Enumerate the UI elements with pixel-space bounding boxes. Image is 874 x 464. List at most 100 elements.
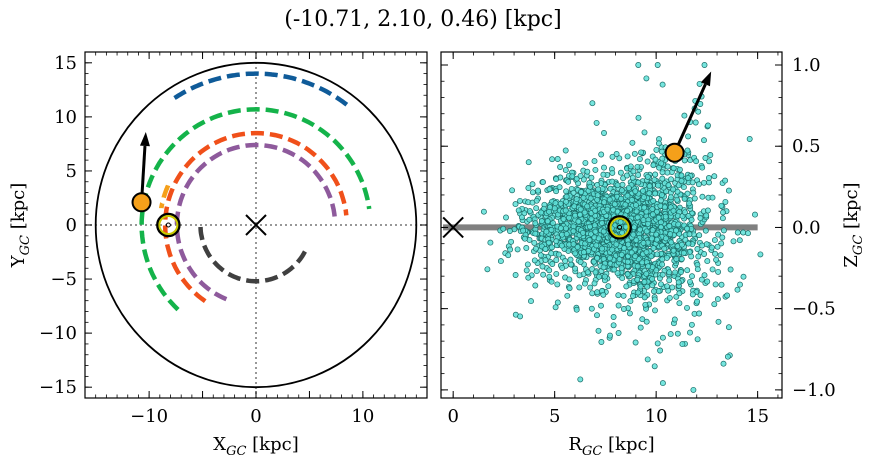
right-axes-xticklabel: 5 — [549, 406, 560, 427]
scatter-point — [617, 219, 624, 226]
left-ylabel-sub: GC — [18, 235, 33, 255]
scatter-point — [633, 237, 640, 244]
scatter-point — [715, 231, 722, 238]
right-xlabel: RGC [kpc] — [568, 434, 654, 459]
scatter-point — [663, 254, 670, 261]
scatter-point — [524, 261, 531, 268]
scatter-point — [727, 266, 734, 273]
scatter-point — [717, 252, 724, 259]
scatter-points — [443, 62, 764, 393]
scatter-point — [546, 267, 553, 274]
scatter-point — [606, 196, 613, 203]
left-xlabel-sub: GC — [226, 444, 246, 459]
scatter-point — [696, 310, 703, 317]
scatter-point — [653, 236, 660, 243]
scatter-point — [670, 207, 677, 214]
right-ylabel: ZGC [kpc] — [841, 182, 866, 267]
scatter-point — [573, 306, 580, 313]
scatter-point — [563, 198, 570, 205]
scatter-point — [640, 240, 647, 246]
scatter-point — [620, 292, 627, 299]
scatter-point — [664, 169, 671, 176]
scatter-point — [674, 196, 681, 203]
scatter-point — [595, 235, 602, 242]
scatter-point — [654, 251, 661, 258]
scatter-point — [638, 149, 644, 156]
scatter-point — [740, 273, 747, 280]
scatter-point — [639, 316, 646, 323]
scatter-point — [616, 155, 623, 162]
scatter-point — [611, 201, 618, 208]
scatter-point — [533, 268, 540, 275]
scatter-point — [678, 269, 684, 275]
scatter-point — [657, 347, 664, 354]
scatter-point — [648, 253, 655, 260]
scatter-point — [668, 176, 674, 183]
scatter-point — [658, 148, 665, 155]
scatter-point — [701, 179, 707, 186]
scatter-point — [587, 284, 594, 291]
scatter-point — [552, 304, 559, 311]
scatter-point — [641, 204, 648, 211]
scatter-point — [523, 245, 530, 251]
scatter-point — [624, 271, 631, 278]
scatter-point — [644, 356, 651, 363]
sun-marker-dot — [165, 222, 171, 228]
scatter-point — [624, 153, 631, 160]
scatter-point — [584, 269, 591, 276]
scatter-point — [644, 158, 651, 165]
rz-star-velocity-arrow-head — [700, 71, 712, 87]
scatter-point — [624, 258, 631, 265]
scatter-point — [653, 231, 660, 238]
scatter-point — [654, 340, 661, 347]
right-axes-xticklabel: 10 — [645, 406, 668, 427]
scatter-point — [651, 288, 657, 295]
scatter-point — [722, 177, 729, 184]
spiral-arm-3 — [174, 142, 338, 302]
scatter-point — [724, 353, 731, 360]
scatter-point — [645, 263, 652, 270]
scatter-point — [570, 241, 577, 248]
scatter-point — [548, 250, 555, 257]
scatter-point — [589, 100, 596, 107]
scatter-point — [632, 253, 639, 260]
spiral-arm-1 — [139, 107, 372, 312]
scatter-point — [539, 263, 546, 270]
scatter-point — [505, 252, 512, 259]
scatter-point — [592, 228, 599, 235]
scatter-point — [548, 244, 555, 251]
right-xlabel-sub: GC — [582, 444, 602, 459]
scatter-point — [673, 256, 680, 262]
scatter-point — [678, 241, 685, 248]
scatter-point — [643, 318, 650, 325]
scatter-point — [562, 147, 569, 154]
scatter-point — [671, 316, 678, 323]
scatter-point — [610, 314, 617, 320]
scatter-point — [659, 380, 666, 387]
scatter-point — [532, 245, 539, 252]
scatter-point — [644, 173, 651, 180]
scatter-point — [658, 160, 665, 167]
scatter-point — [578, 189, 585, 195]
rz-sun-marker-yellow-ring — [609, 217, 630, 238]
scatter-point — [552, 200, 559, 207]
scatter-point — [736, 237, 743, 244]
left-axes-xticklabel: 10 — [351, 406, 374, 427]
scatter-point — [642, 301, 649, 308]
scatter-point — [675, 221, 682, 228]
scatter-point — [577, 206, 584, 213]
scatter-point — [509, 187, 516, 194]
scatter-point — [507, 246, 514, 253]
scatter-point — [563, 188, 570, 195]
scatter-point — [562, 167, 569, 174]
scatter-point — [635, 289, 642, 296]
scatter-point — [651, 296, 658, 303]
scatter-point — [542, 257, 549, 263]
left-ylabel: YGC [kpc] — [8, 183, 33, 269]
scatter-point — [587, 183, 594, 190]
scatter-point — [559, 264, 566, 271]
scatter-point — [635, 172, 642, 178]
left-axes-yticklabel: −5 — [50, 269, 77, 290]
scatter-point — [629, 174, 636, 181]
